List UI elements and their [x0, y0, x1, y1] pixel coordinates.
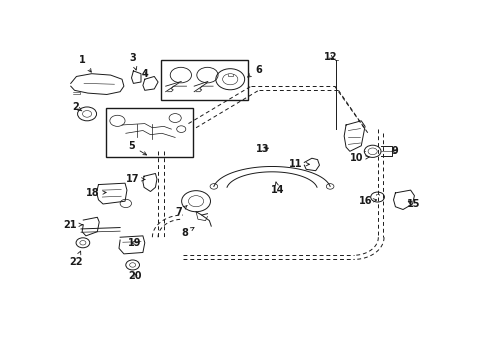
- Text: 2: 2: [73, 102, 82, 112]
- Text: 12: 12: [324, 52, 338, 62]
- Text: 21: 21: [63, 220, 82, 230]
- Text: 18: 18: [86, 188, 106, 198]
- Text: 13: 13: [256, 144, 270, 153]
- Text: 20: 20: [128, 271, 142, 281]
- Text: 6: 6: [247, 64, 262, 77]
- Bar: [106, 108, 194, 157]
- Text: 11: 11: [289, 159, 309, 169]
- Text: 16: 16: [359, 196, 377, 206]
- Text: 14: 14: [271, 182, 285, 195]
- Text: 1: 1: [79, 55, 91, 72]
- Text: 15: 15: [407, 199, 420, 209]
- Text: 17: 17: [125, 174, 145, 184]
- Text: 3: 3: [129, 53, 137, 70]
- Text: 4: 4: [142, 69, 148, 79]
- Text: 8: 8: [181, 228, 194, 238]
- Text: 7: 7: [175, 205, 187, 217]
- Text: 19: 19: [128, 238, 141, 248]
- Text: 10: 10: [350, 153, 369, 163]
- Text: 22: 22: [69, 251, 82, 267]
- Text: 5: 5: [128, 141, 147, 155]
- Bar: [161, 60, 248, 100]
- Text: 9: 9: [392, 146, 398, 156]
